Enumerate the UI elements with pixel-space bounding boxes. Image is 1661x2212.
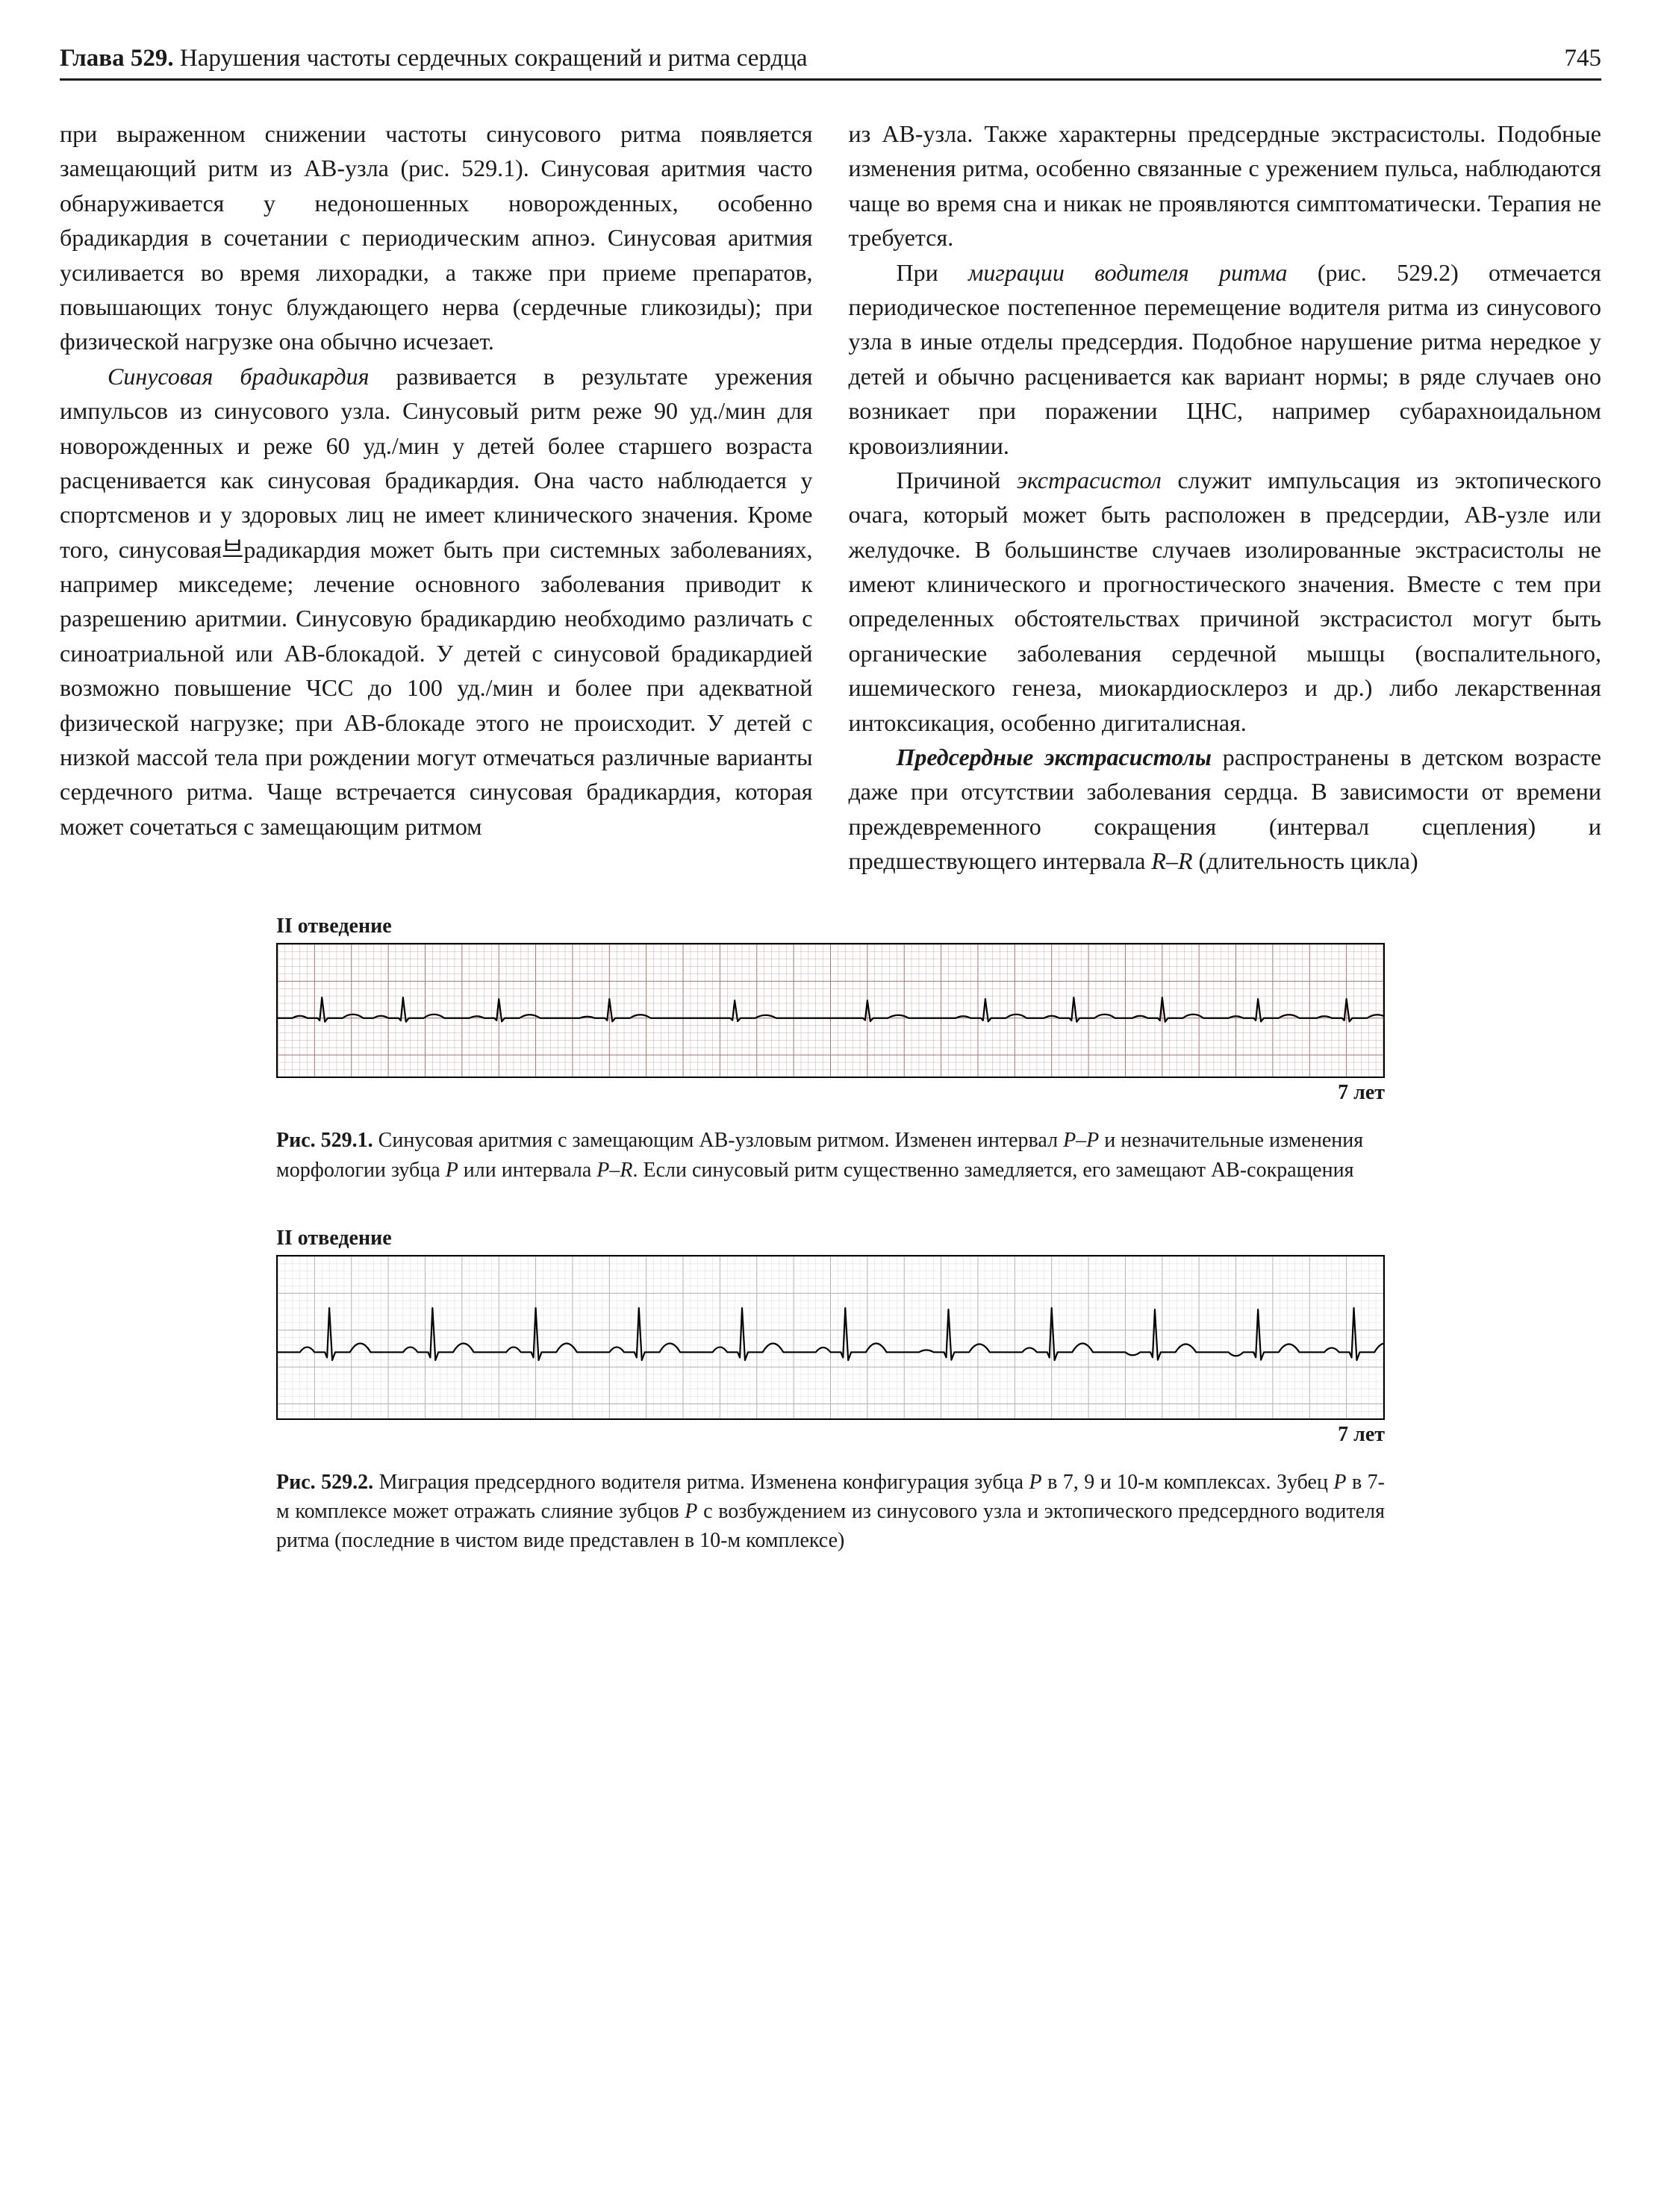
fig1-cap-t1: Синусовая аритмия с замещающим АВ-узловы… bbox=[373, 1129, 1063, 1152]
page-number: 745 bbox=[1565, 45, 1602, 72]
fig1-caption-num: Рис. 529.1. bbox=[276, 1129, 373, 1152]
term-atrial-extrasystole: Предсердные экстрасистолы bbox=[897, 744, 1212, 770]
para-6-tail: (длительность цикла) bbox=[1192, 847, 1418, 874]
fig2-ecg-container bbox=[276, 1255, 1385, 1420]
term-extrasystole: экстрасистол bbox=[1017, 467, 1162, 493]
term-sinus-bradycardia: Синусовая брадикардия bbox=[107, 363, 369, 390]
fig2-cap-it2: P bbox=[1333, 1471, 1346, 1494]
fig1-cap-it2: P bbox=[446, 1159, 458, 1182]
fig2-age: 7 лет bbox=[60, 1423, 1385, 1447]
fig1-cap-it3: P–R bbox=[596, 1159, 632, 1182]
fig1-lead-label: II отведение bbox=[276, 915, 1601, 938]
fig1-cap-t4: . Если синусовый ритм существенно замедл… bbox=[633, 1159, 1354, 1182]
page-header: Глава 529. Нарушения частоты сердечных с… bbox=[60, 45, 1601, 81]
para-2: Синусовая брадикардия развивается в резу… bbox=[60, 359, 813, 844]
para-5: Причиной экстрасистол служит импульсация… bbox=[849, 463, 1602, 740]
fig2-cap-it3: P bbox=[685, 1500, 697, 1523]
para-4-pre: При bbox=[897, 259, 969, 286]
fig2-caption: Рис. 529.2. Миграция предсердного водите… bbox=[276, 1468, 1385, 1556]
figures-section: II отведение 7 лет Рис. 529.1. Синусовая… bbox=[60, 915, 1601, 1556]
para-1: при выраженном снижении частоты синусово… bbox=[60, 116, 813, 359]
fig2-cap-t1: Миграция предсердного водителя ритма. Из… bbox=[373, 1471, 1029, 1494]
fig2-caption-num: Рис. 529.2. bbox=[276, 1471, 373, 1494]
para-5-pre: Причиной bbox=[897, 467, 1017, 493]
figure-529-2: II отведение 7 лет Рис. 529.2. Миграция … bbox=[60, 1227, 1601, 1556]
para-3: из АВ-узла. Также характерны предсердные… bbox=[849, 116, 1602, 255]
chapter-label: Глава 529. bbox=[60, 45, 174, 72]
fig1-ecg-container bbox=[276, 943, 1385, 1079]
fig1-cap-t3: или интервала bbox=[458, 1159, 597, 1182]
ecg-trace-1 bbox=[276, 943, 1385, 1079]
fig2-cap-t2: в 7, 9 и 10-м комплексах. Зубец bbox=[1042, 1471, 1334, 1494]
fig1-cap-it1: P–P bbox=[1063, 1129, 1099, 1152]
body-text: при выраженном снижении частоты синусово… bbox=[60, 116, 1601, 879]
term-pacemaker-migration: миграции водителя ритма bbox=[968, 259, 1288, 286]
fig2-cap-it1: P bbox=[1029, 1471, 1041, 1494]
para-5-post: служит импульсация из эктопического очаг… bbox=[849, 467, 1602, 736]
chapter-text: Нарушения частоты сердечных сокращений и… bbox=[180, 45, 808, 72]
para-6: Предсердные экстрасистолы распространены… bbox=[849, 740, 1602, 879]
ecg-trace-2 bbox=[276, 1255, 1385, 1420]
chapter-title: Глава 529. Нарушения частоты сердечных с… bbox=[60, 45, 808, 72]
para-4: При миграции водителя ритма (рис. 529.2)… bbox=[849, 255, 1602, 463]
fig1-age: 7 лет bbox=[60, 1081, 1385, 1105]
fig2-lead-label: II отведение bbox=[276, 1227, 1601, 1250]
fig1-caption: Рис. 529.1. Синусовая аритмия с замещающ… bbox=[276, 1126, 1385, 1184]
para-4-post: (рис. 529.2) отмечается периодическое по… bbox=[849, 259, 1602, 459]
rr-interval: R–R bbox=[1151, 847, 1192, 874]
figure-529-1: II отведение 7 лет Рис. 529.1. Синусовая… bbox=[60, 915, 1601, 1185]
para-2-rest: развивается в результате урежения импуль… bbox=[60, 363, 813, 840]
